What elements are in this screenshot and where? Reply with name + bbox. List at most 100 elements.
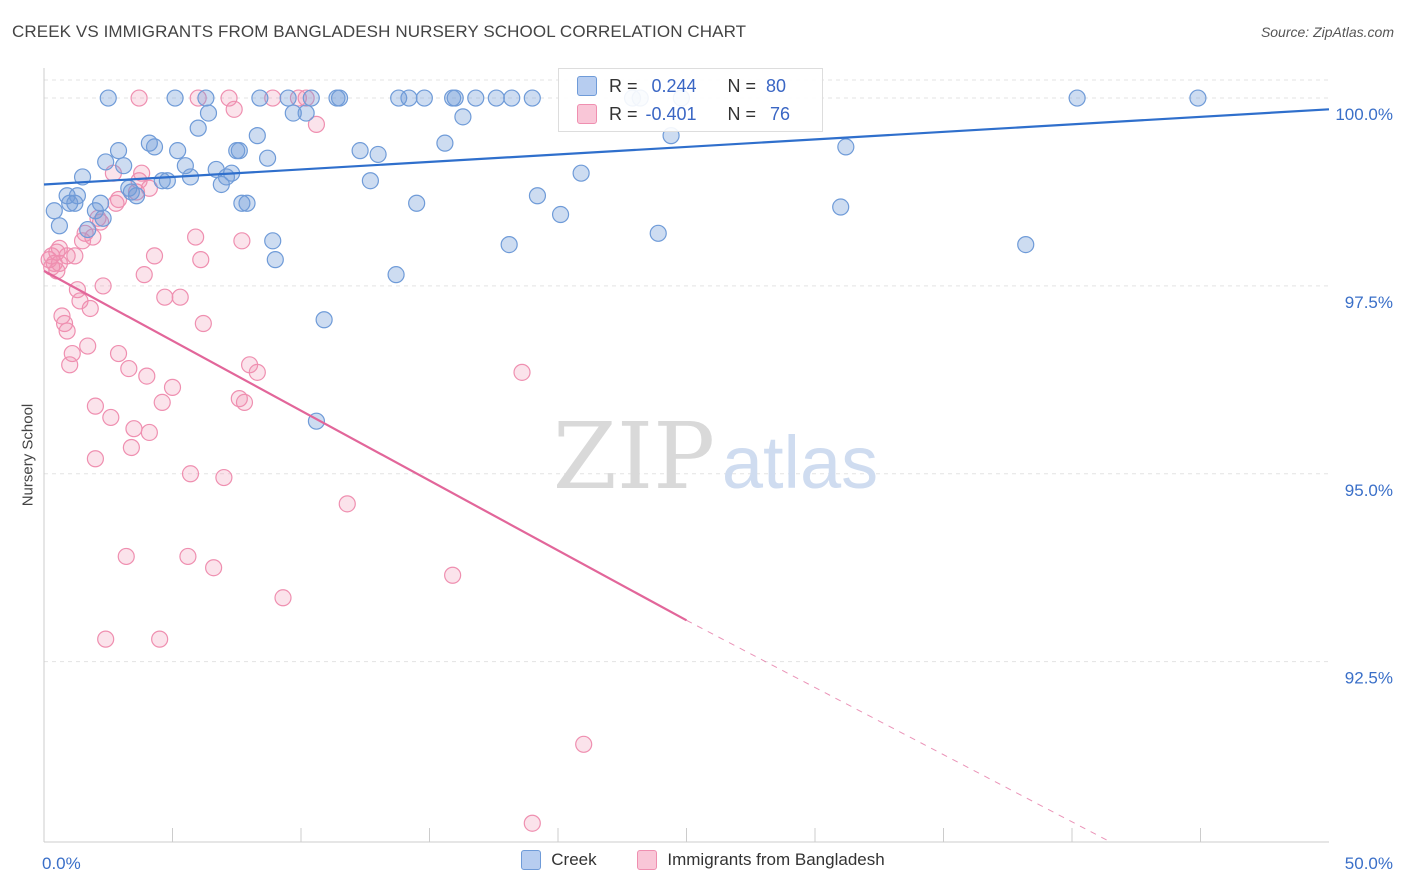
bangladesh-point-40 — [153, 393, 171, 411]
bangladesh-legend-swatch — [637, 850, 658, 870]
bangladesh-point-12 — [63, 344, 81, 363]
watermark-atlas: atlas — [722, 421, 878, 504]
bangladesh-point-62 — [444, 566, 462, 584]
bangladesh-point-31 — [122, 438, 140, 457]
creek-point-78 — [68, 187, 87, 205]
bangladesh-point-11 — [61, 356, 79, 374]
watermark-zip: ZIP — [553, 403, 715, 510]
bangladesh-point-60 — [307, 115, 326, 133]
creek-point-23 — [199, 104, 218, 122]
tick-labels: 100.0% 97.5% 95.0% 92.5% 0.0% 50.0% — [42, 105, 1393, 873]
creek-point-6 — [79, 220, 97, 239]
bangladesh-point-74 — [220, 89, 238, 107]
creek-swatch — [577, 76, 597, 96]
creek-point-79 — [328, 89, 346, 107]
creek-point-68 — [197, 89, 215, 107]
bangladesh-swatch — [577, 104, 597, 124]
bangladesh-point-13 — [66, 247, 84, 265]
bangladesh-point-28 — [109, 344, 128, 363]
r-value: 0.244 — [651, 75, 697, 96]
legend-label-creek: Creek — [551, 850, 597, 869]
creek-point-57 — [551, 205, 570, 224]
creek-point-41 — [351, 142, 369, 160]
bangladesh-point-51 — [225, 100, 243, 118]
bangladesh-point-66 — [130, 89, 148, 107]
creek-point-9 — [94, 209, 112, 227]
creek-point-77 — [120, 179, 138, 197]
n-value: 76 — [770, 103, 791, 124]
bangladesh-points — [40, 89, 593, 832]
creek-point-47 — [415, 89, 433, 107]
creek-point-65 — [1017, 235, 1035, 254]
bangladesh-point-64 — [523, 814, 541, 832]
creek-point-18 — [158, 172, 176, 190]
bangladesh-point-50 — [215, 468, 233, 487]
creek-point-0 — [45, 202, 63, 220]
bangladesh-point-37 — [140, 423, 158, 442]
creek-point-60 — [649, 224, 667, 242]
y-tick-label-1: 97.5% — [1345, 293, 1393, 312]
r-label: R = — [609, 103, 638, 124]
bangladesh-point-41 — [156, 288, 174, 306]
bangladesh-point-20 — [86, 397, 105, 415]
bangladesh-point-30 — [120, 359, 138, 378]
creek-point-29 — [233, 194, 251, 212]
creek-point-58 — [572, 164, 590, 182]
creek-point-37 — [302, 89, 320, 107]
bangladesh-point-54 — [235, 393, 254, 411]
stats-legend: R = 0.244 N = 80 R = -0.401 N = 76 — [558, 68, 823, 132]
bangladesh-point-46 — [187, 228, 205, 246]
bangladesh-point-23 — [94, 277, 112, 295]
creek-point-48 — [436, 134, 454, 152]
creek-point-32 — [258, 149, 277, 167]
creek-point-67 — [1189, 89, 1207, 107]
y-tick-label-3: 92.5% — [1345, 669, 1393, 688]
legend-item-bangladesh: Immigrants from Bangladesh — [637, 850, 885, 870]
stats-row-bangladesh: R = -0.401 N = 76 — [577, 102, 790, 126]
bangladesh-point-48 — [194, 314, 212, 333]
x-tick-label-max: 50.0% — [1345, 854, 1393, 873]
stats-row-creek: R = 0.244 N = 80 — [577, 74, 786, 98]
creek-point-31 — [248, 127, 266, 145]
creek-point-73 — [390, 89, 408, 107]
legend-item-creek: Creek — [521, 850, 597, 870]
creek-point-20 — [176, 157, 194, 175]
creek-point-63 — [832, 198, 850, 216]
creek-point-64 — [837, 138, 855, 156]
source-label: Source: ZipAtlas.com — [1260, 24, 1394, 40]
creek-point-72 — [230, 142, 248, 160]
bangladesh-point-39 — [151, 630, 169, 648]
creek-point-71 — [99, 89, 117, 107]
trend-lines — [43, 108, 1330, 843]
bangladesh-trend-extension — [686, 619, 1111, 843]
creek-point-53 — [487, 89, 505, 107]
bangladesh-point-32 — [125, 420, 143, 438]
creek-point-51 — [454, 108, 472, 126]
bangladesh-point-73 — [140, 179, 158, 197]
x-tick-label-min: 0.0% — [42, 854, 81, 873]
bangladesh-point-53 — [233, 232, 251, 250]
bangladesh-trend-line — [43, 269, 688, 622]
creek-point-22 — [189, 119, 207, 137]
creek-point-30 — [238, 194, 256, 212]
creek-points — [45, 89, 1207, 430]
bangladesh-point-18 — [79, 337, 97, 355]
creek-point-34 — [266, 251, 284, 269]
creek-point-52 — [467, 89, 485, 107]
creek-point-19 — [169, 142, 187, 160]
creek-point-50 — [446, 89, 464, 107]
creek-point-43 — [369, 145, 387, 164]
creek-point-69 — [251, 89, 269, 107]
creek-point-70 — [279, 89, 297, 107]
y-tick-label-2: 95.0% — [1345, 481, 1393, 500]
creek-point-35 — [284, 104, 302, 122]
n-value: 80 — [766, 75, 787, 96]
creek-point-1 — [50, 217, 69, 235]
bangladesh-point-72 — [58, 322, 76, 340]
bangladesh-point-61 — [338, 495, 356, 513]
series-legend: Creek Immigrants from Bangladesh — [0, 850, 1406, 875]
bangladesh-point-38 — [145, 247, 164, 265]
bangladesh-point-25 — [102, 408, 120, 427]
bangladesh-point-47 — [192, 251, 210, 269]
creek-point-75 — [523, 89, 541, 107]
